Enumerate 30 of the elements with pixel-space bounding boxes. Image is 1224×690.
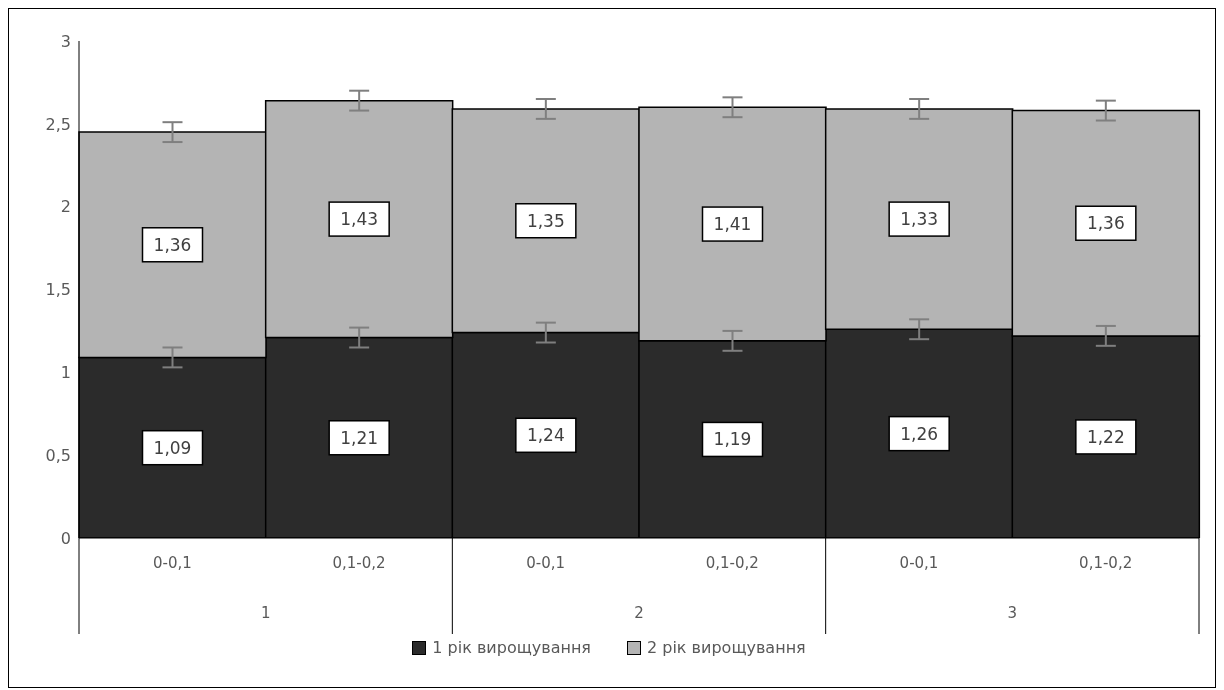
data-label: 1,36 [1086,213,1125,234]
legend-label: 1 рік вирощування [432,638,591,657]
x-tick-label: 0-0,1 [152,554,192,572]
data-label: 1,22 [1086,426,1125,447]
x-tick-label: 0,1-0,2 [1079,554,1133,572]
text: 2 [634,604,644,622]
y-tick-label: 2,5 [45,114,71,134]
data-label: 1,19 [713,429,752,450]
data-label: 1,09 [153,437,192,458]
x-tick-label: 0,1-0,2 [332,554,386,572]
y-tick-label: 3 [60,31,71,51]
y-tick-label: 2 [60,197,71,217]
text: 1 [260,604,271,622]
data-label: 1,36 [153,234,192,255]
x-tick-label: 0-0,1 [899,554,939,572]
data-label: 1,26 [900,423,939,444]
data-label: 1,35 [526,210,565,231]
data-label: 1,43 [340,209,379,230]
data-label: 1,41 [713,214,752,235]
data-label: 1,24 [526,425,565,446]
y-tick-label: 1 [60,363,71,383]
data-label: 1,21 [340,427,379,448]
data-label: 1,33 [900,209,939,230]
y-tick-label: 0,5 [45,445,71,465]
x-tick-label: 0,1-0,2 [705,554,759,572]
x-tick-label: 0-0,1 [526,554,566,572]
text: 3 [1007,604,1018,622]
y-tick-label: 1,5 [45,280,71,300]
legend-label: 2 рік вирощування [647,638,806,657]
y-tick-label: 0 [60,528,71,548]
